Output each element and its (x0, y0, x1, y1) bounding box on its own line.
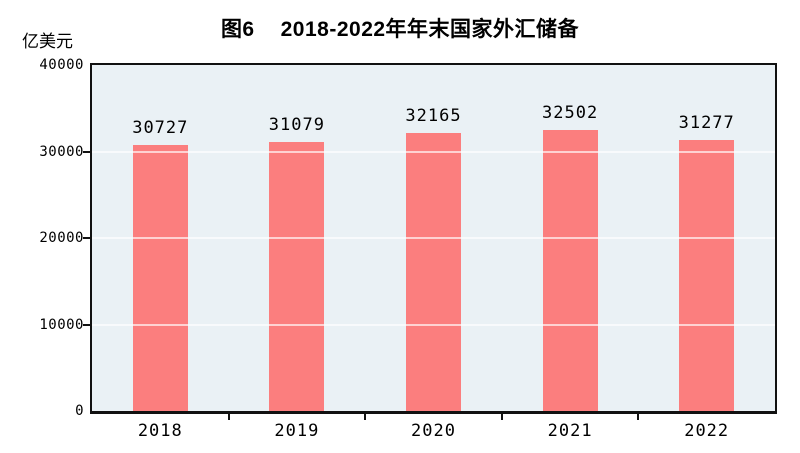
y-axis-labels: 0 10000 20000 30000 40000 (0, 57, 84, 419)
gridline (92, 237, 775, 239)
bar-value-label: 32502 (542, 102, 599, 123)
bar-2021 (542, 129, 598, 411)
y-tick-mark (83, 323, 90, 326)
y-tick-label: 10000 (39, 316, 84, 333)
x-tick-mark (637, 414, 640, 420)
y-tick-mark (83, 237, 90, 239)
bar-value-label: 30727 (132, 118, 189, 139)
y-tick-mark (83, 150, 90, 153)
y-tick-label: 0 (75, 403, 84, 419)
x-tick-label: 2020 (411, 421, 456, 441)
x-tick-mark (500, 414, 503, 420)
x-tick-label: 2019 (274, 421, 320, 441)
y-tick-label: 40000 (39, 57, 84, 73)
bar-2018 (132, 145, 188, 411)
plot-area: 30727 31079 32165 32502 31277 (90, 63, 777, 414)
chart-title: 图6 2018-2022年年末国家外汇储备 (0, 13, 800, 43)
gridline (92, 150, 775, 153)
y-axis-unit-label: 亿美元 (22, 32, 73, 51)
chart-title-text: 2018-2022年年末国家外汇储备 (280, 18, 580, 41)
y-tick-label: 30000 (39, 143, 84, 160)
x-tick-mark (364, 414, 367, 420)
bar-2020 (406, 132, 461, 411)
bar-value-label: 31079 (268, 115, 325, 136)
x-tick-label: 2021 (547, 421, 593, 441)
gridline (92, 323, 775, 326)
figure-number: 图6 (220, 18, 255, 41)
y-axis-tick-marks (83, 63, 90, 414)
bar-value-label: 31277 (678, 113, 735, 134)
bar-2022 (679, 140, 735, 411)
x-axis-labels: 2018 2019 2020 2021 2022 (90, 421, 777, 447)
x-tick-label: 2018 (137, 421, 183, 441)
y-tick-label: 20000 (39, 230, 84, 246)
x-tick-mark (227, 414, 230, 420)
x-tick-label: 2022 (684, 421, 730, 441)
bar-value-label: 32165 (405, 105, 462, 126)
x-axis-tick-marks (90, 414, 777, 421)
bar-2019 (269, 142, 325, 411)
